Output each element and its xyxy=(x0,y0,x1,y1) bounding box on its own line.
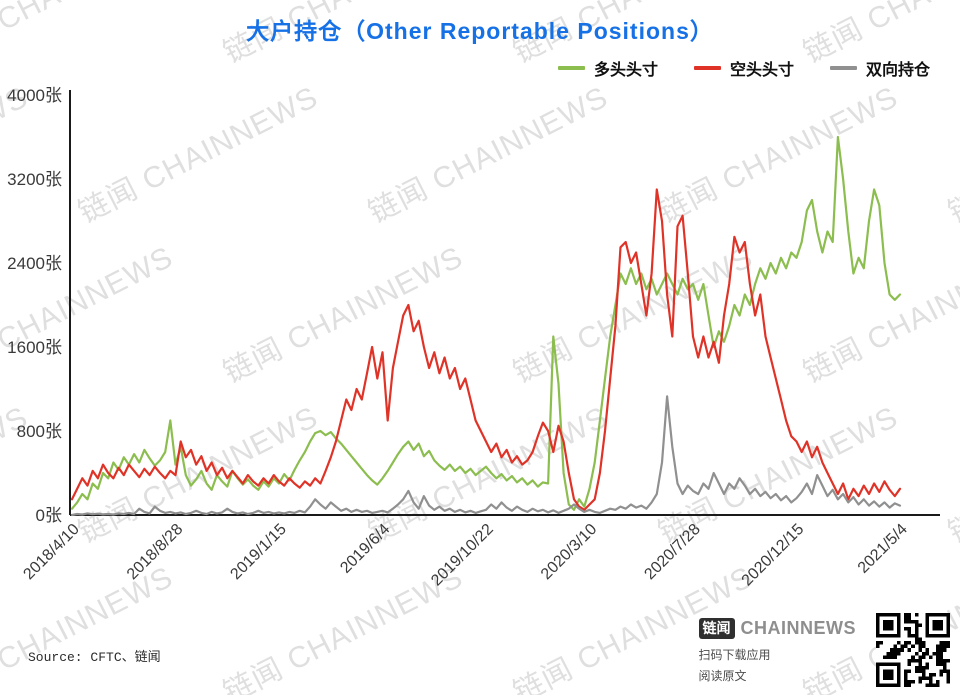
x-tick-label: 2020/3/10 xyxy=(538,521,600,583)
legend-item-long-positions[interactable]: 多头头寸 xyxy=(557,56,658,80)
x-tick-label: 2019/10/22 xyxy=(428,521,497,590)
y-tick-label: 800张 xyxy=(17,422,62,441)
long-positions-line xyxy=(70,135,902,511)
both-positions-line xyxy=(70,395,902,517)
y-tick-label: 4000张 xyxy=(7,86,62,105)
footer: Source: CFTC、链闻 链闻 CHAINNEWS 扫码下载应用 阅读原文 xyxy=(0,600,960,695)
chainnews-logo: 链闻 CHAINNEWS xyxy=(698,618,857,639)
legend-item-both-positions[interactable]: 双向持仓 xyxy=(829,56,930,80)
read-original-link[interactable]: 阅读原文 xyxy=(698,669,747,683)
scan-download-label: 扫码下载应用 xyxy=(698,648,771,662)
legend-line-swatch xyxy=(693,66,721,70)
y-tick-label: 2400张 xyxy=(7,254,62,273)
x-tick-label: 2018/4/10 xyxy=(20,521,82,583)
chainnews-logo-text: CHAINNEWS xyxy=(740,618,856,638)
legend-line-swatch xyxy=(557,66,585,70)
source-label: Source: CFTC、链闻 xyxy=(28,650,161,665)
x-tick-label: 2020/12/15 xyxy=(739,521,808,590)
x-tick-label: 2021/5/4 xyxy=(855,521,911,577)
legend-label: 多头头寸 xyxy=(593,62,658,79)
legend-label: 空头头寸 xyxy=(729,62,794,79)
chainnews-brand-block: 链闻 CHAINNEWS 扫码下载应用 阅读原文 xyxy=(698,618,857,687)
chainnews-logo-badge: 链闻 xyxy=(698,618,735,639)
qr-code xyxy=(876,613,950,687)
x-tick-label: 2019/6/4 xyxy=(337,521,393,577)
chart-title: 大户持仓（Other Reportable Positions） xyxy=(246,18,714,44)
legend-line-swatch xyxy=(829,66,857,70)
legend: 多头头寸 空头头寸 双向持仓 xyxy=(557,56,930,80)
legend-label: 双向持仓 xyxy=(865,62,930,79)
legend-item-short-positions[interactable]: 空头头寸 xyxy=(693,56,794,80)
y-tick-label: 3200张 xyxy=(7,170,62,189)
x-tick-label: 2019/1/15 xyxy=(227,521,289,583)
x-tick-label: 2018/8/28 xyxy=(124,521,186,583)
x-tick-label: 2020/7/28 xyxy=(641,521,703,583)
y-tick-label: 1600张 xyxy=(7,338,62,357)
short-positions-line xyxy=(70,188,902,511)
y-tick-label: 0张 xyxy=(36,506,62,525)
